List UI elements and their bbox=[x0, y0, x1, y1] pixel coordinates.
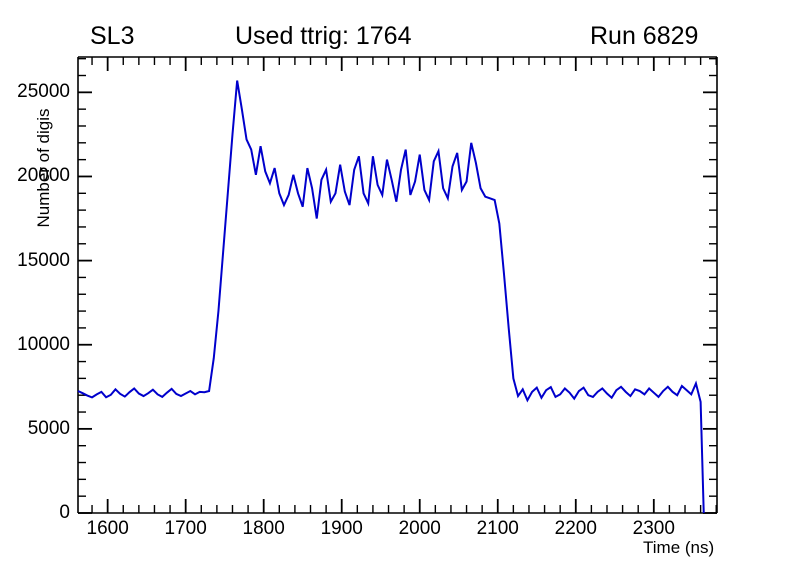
axis-ticks bbox=[78, 57, 717, 514]
x-tick-label: 2000 bbox=[398, 518, 441, 539]
x-tick-label: 1900 bbox=[320, 518, 363, 539]
y-tick-label: 0 bbox=[59, 502, 70, 523]
y-tick-label: 15000 bbox=[17, 249, 70, 271]
y-tick-label: 5000 bbox=[27, 417, 70, 439]
x-tick-label: 2100 bbox=[476, 518, 519, 539]
x-tick-label: 2300 bbox=[632, 518, 675, 539]
x-tick-label: 2200 bbox=[554, 518, 597, 539]
y-tick-label: 20000 bbox=[17, 165, 70, 187]
digis-time-curve bbox=[77, 80, 705, 514]
x-tick-label: 1800 bbox=[242, 518, 285, 539]
page-title-ttrig: Used ttrig: 1764 bbox=[235, 22, 412, 50]
x-tick-label: 1700 bbox=[164, 518, 207, 539]
y-tick-label: 10000 bbox=[17, 333, 70, 355]
x-tick-label: 1600 bbox=[86, 518, 129, 539]
y-tick-label: 25000 bbox=[17, 81, 70, 103]
plot-frame bbox=[77, 56, 718, 514]
page-title-run: Run 6829 bbox=[590, 22, 699, 50]
page-title-sl: SL3 bbox=[90, 22, 135, 50]
x-axis-title: Time (ns) bbox=[643, 538, 715, 557]
